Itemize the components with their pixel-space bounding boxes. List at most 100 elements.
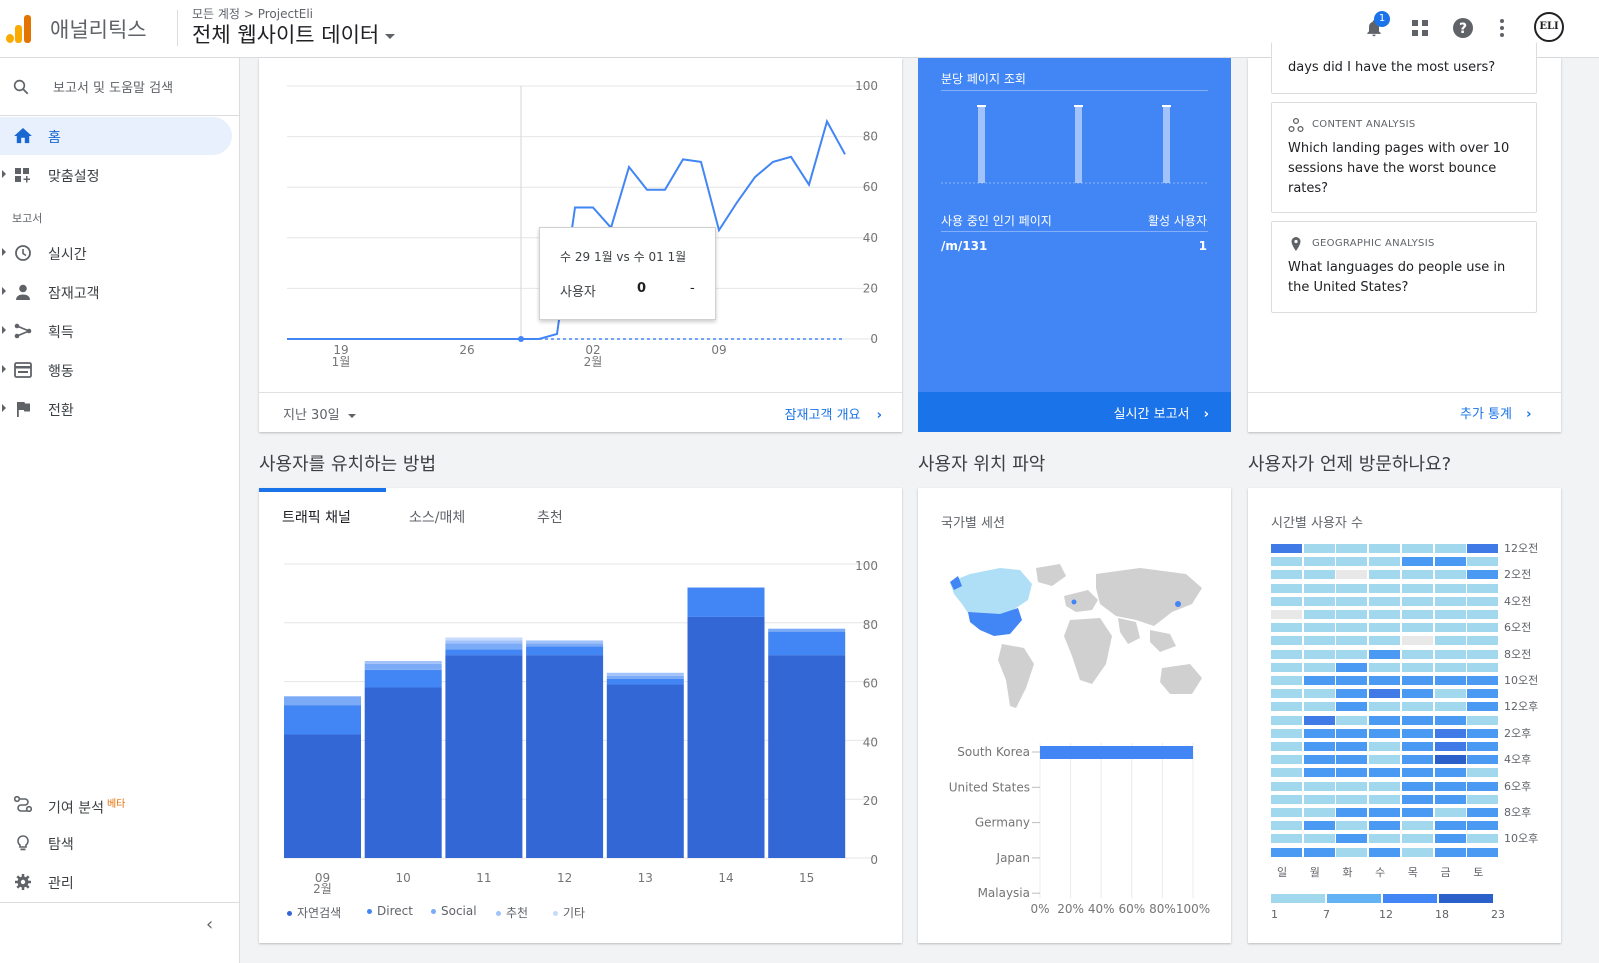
hourly-users-heatmap[interactable]: 12오전 2오전 4오전 6오전 8오전 10오전 12오후 2오후 4오후 6오후 8오후 10오후… [1271, 542, 1561, 934]
sidebar-item-acquisition[interactable]: 획득 [0, 312, 232, 350]
heatmap-cell [1271, 702, 1302, 712]
legend-item[interactable]: 추천 [496, 904, 528, 921]
x-tick-label: 02 [585, 343, 600, 357]
hour-label: 4오전 [1504, 594, 1532, 608]
heatmap-cell [1303, 728, 1335, 738]
chevron-right-icon: › [1203, 407, 1209, 422]
heatmap-cell [1303, 662, 1335, 672]
lightbulb-icon [17, 835, 29, 851]
x-tick-sublabel: 1월 [332, 355, 351, 369]
collapse-sidebar-button[interactable]: ‹ [206, 914, 214, 935]
sidebar-item-admin[interactable]: 관리 [0, 863, 232, 901]
analytics-logo[interactable] [6, 13, 32, 43]
y-tick-label: 60 [863, 677, 878, 691]
heatmap-cell [1434, 742, 1466, 751]
sidebar-item-realtime[interactable]: 실시간 [0, 234, 232, 272]
insight-card-content[interactable]: CONTENT ANALYSIS Which landing pages wit… [1271, 102, 1537, 213]
heatmap-cell [1434, 544, 1466, 553]
y-tick-label: 20 [863, 794, 878, 808]
sidebar-search[interactable]: 보고서 및 도움말 검색 [0, 58, 240, 116]
heatmap-cell [1401, 662, 1433, 672]
insight-card-geographic[interactable]: GEOGRAPHIC ANALYSIS What languages do pe… [1271, 221, 1537, 313]
chevron-right-icon: › [876, 408, 882, 423]
tab-traffic-channel[interactable]: 트래픽 채널 [282, 510, 351, 526]
x-tick-label: 19 [333, 343, 348, 357]
legend-item[interactable]: 자연검색 [287, 904, 341, 921]
apps-button[interactable] [1406, 14, 1434, 42]
breadcrumb-account: ProjectEli [257, 7, 314, 21]
x-tick-label: 10 [396, 871, 411, 885]
breadcrumb[interactable]: 모든 계정 > ProjectEli [192, 5, 313, 22]
app-name[interactable]: 애널리틱스 [50, 18, 147, 42]
heatmap-cell [1336, 596, 1368, 606]
legend-item[interactable]: 기타 [553, 904, 585, 921]
heatmap-cell [1369, 596, 1401, 606]
realtime-bar-cap [1074, 105, 1083, 107]
account-avatar[interactable]: ELI [1534, 12, 1564, 42]
more-insights-link[interactable]: 추가 통계 › [1460, 403, 1531, 422]
legend-item[interactable]: Direct [367, 904, 413, 918]
heatmap-cell [1336, 689, 1368, 699]
heatmap-cell [1467, 544, 1499, 553]
tab-referral[interactable]: 추천 [537, 510, 563, 526]
heatmap-cell [1303, 676, 1335, 685]
audience-overview-link[interactable]: 잠재고객 개요 › [785, 404, 882, 423]
heatmap-cell [1434, 623, 1466, 633]
heatmap-cell [1271, 834, 1302, 844]
sidebar-item-customization[interactable]: 맞춤설정 [0, 156, 232, 194]
more-options-button[interactable] [1488, 14, 1516, 42]
heatmap-cell [1336, 834, 1368, 844]
heatmap-cell [1369, 676, 1401, 685]
realtime-report-link[interactable]: 실시간 보고서 › [1114, 403, 1209, 422]
stacked-bar-segment [526, 655, 604, 858]
y-tick-label: 40 [863, 231, 878, 245]
sidebar-item-home[interactable]: 홈 [0, 117, 232, 155]
notifications-button[interactable]: 1 [1360, 11, 1390, 42]
date-range-selector[interactable]: 지난 30일 [283, 404, 356, 423]
sidebar-item-audience[interactable]: 잠재고객 [0, 273, 232, 311]
heatmap-cell [1401, 742, 1433, 751]
stacked-bar-segment [687, 616, 765, 858]
heatmap-cell [1401, 610, 1433, 619]
heatmap-cell [1467, 715, 1499, 725]
stacked-bar-segment [445, 655, 523, 858]
insight-card-partial[interactable]: days did I have the most users? [1271, 42, 1537, 94]
sidebar-item-discover[interactable]: 탐색 [0, 824, 232, 862]
heatmap-cell [1434, 728, 1466, 738]
heatmap-cell [1271, 676, 1302, 685]
heatmap-cell [1271, 821, 1302, 831]
heatmap-cell [1369, 781, 1401, 791]
breadcrumb-separator: > [243, 7, 254, 21]
scale-label: 12 [1379, 908, 1393, 921]
legend-item[interactable]: Social [431, 904, 477, 918]
view-selector[interactable]: 전체 웹사이트 데이터 [192, 19, 396, 49]
sidebar-item-attribution[interactable]: 기여 분석 베타 [0, 785, 232, 823]
heatmap-cell [1336, 676, 1368, 685]
heatmap-cell [1303, 821, 1335, 831]
realtime-row-page[interactable]: /m/131 [941, 239, 988, 253]
country-sessions-chart[interactable]: 0% 20% 40% 60% 80% 100% South Korea United Stat… [918, 733, 1231, 923]
heatmap-cell [1303, 847, 1335, 857]
heatmap-cell [1467, 755, 1499, 765]
tab-source-medium[interactable]: 소스/매체 [409, 510, 466, 526]
heatmap-cell [1303, 689, 1335, 699]
heatmap-cell [1369, 636, 1401, 646]
heatmap-cell [1467, 596, 1499, 606]
retention-section-title: 사용자를 유치하는 방법 [259, 454, 437, 475]
heatmap-cell [1369, 715, 1401, 725]
heatmap-cell [1303, 570, 1335, 580]
heatmap-cell [1336, 742, 1368, 751]
sidebar-item-conversions[interactable]: 전환 [0, 390, 232, 428]
day-label: 수 [1375, 866, 1386, 879]
help-button[interactable]: ? [1449, 14, 1477, 42]
heatmap-cell [1336, 781, 1368, 791]
world-map-icon[interactable] [940, 560, 1210, 720]
sidebar-item-behavior[interactable]: 행동 [0, 351, 232, 389]
heatmap-cell [1401, 821, 1433, 831]
heatmap-cell [1271, 781, 1302, 791]
heatmap-cell [1369, 768, 1401, 778]
day-label: 월 [1309, 866, 1320, 879]
stacked-bar-segment [445, 649, 523, 656]
